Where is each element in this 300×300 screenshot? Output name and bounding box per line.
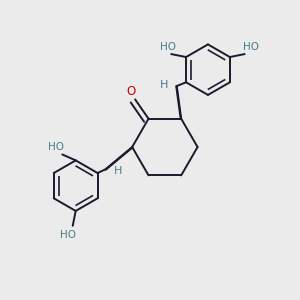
Text: HO: HO [48, 142, 64, 152]
Text: HO: HO [160, 42, 176, 52]
Text: HO: HO [60, 230, 76, 240]
Text: O: O [126, 85, 135, 98]
Text: H: H [160, 80, 169, 89]
Text: HO: HO [243, 42, 259, 52]
Text: H: H [114, 166, 122, 176]
